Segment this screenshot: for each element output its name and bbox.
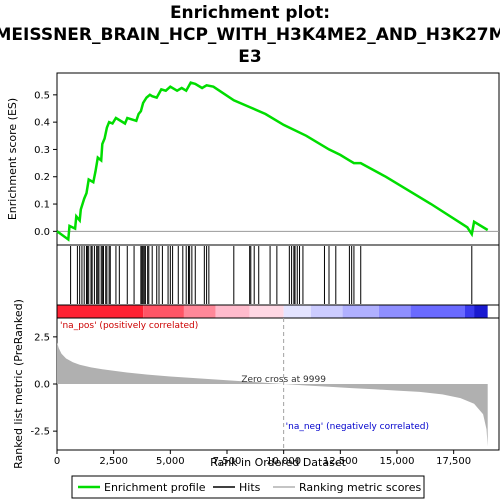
chart-title-line-3: E3 — [238, 47, 261, 67]
hit-lines — [70, 246, 473, 304]
x-axis-label: Rank in Ordered Dataset — [210, 456, 347, 469]
legend-hits: Hits — [239, 481, 261, 494]
heat-band — [283, 305, 311, 318]
legend-enrichment-profile: Enrichment profile — [104, 481, 206, 494]
es-tick-label: 0.3 — [34, 145, 50, 156]
enrichment-profile-line — [56, 81, 489, 242]
metric-tick-label: 2.5 — [34, 332, 50, 343]
metric-tick-label: -2.5 — [30, 427, 50, 438]
x-tick-label: 2,500 — [99, 456, 128, 467]
x-tick-label: 15,000 — [380, 456, 415, 467]
zero-cross-label: Zero cross at 9999 — [241, 375, 326, 385]
hits-panel — [56, 244, 500, 306]
chart-title-line-2: MEISSNER_BRAIN_HCP_WITH_H3K4ME2_AND_H3K2… — [0, 25, 500, 45]
legend: Enrichment profile Hits Ranking metric s… — [71, 475, 425, 499]
heat-band — [57, 305, 144, 318]
x-tick-label: 5,000 — [156, 456, 185, 467]
es-panel-frame — [56, 72, 500, 246]
heat-band — [342, 305, 379, 318]
es-tick-label: 0.0 — [34, 227, 50, 238]
es-y-ticks: 0.0 0.1 0.2 0.3 0.4 0.5 — [34, 90, 57, 238]
heat-band — [378, 305, 411, 318]
es-tick-label: 0.1 — [34, 200, 50, 211]
chart-title-line-1: Enrichment plot: — [170, 3, 330, 23]
heat-band — [310, 305, 343, 318]
heat-band — [215, 305, 250, 318]
x-tick-label: 12,500 — [323, 456, 358, 467]
negative-correlation-label: 'na_neg' (negatively correlated) — [286, 422, 429, 432]
x-axis-ticks: 0 2,500 5,000 7,500 10,000 12,500 15,000 17,500 — [54, 450, 471, 467]
es-y-axis-label: Enrichment score (ES) — [6, 98, 19, 220]
es-tick-label: 0.4 — [34, 118, 50, 129]
heat-band — [410, 305, 465, 318]
x-tick-label: 17,500 — [436, 456, 471, 467]
metric-tick-label: 0.0 — [34, 380, 50, 391]
x-tick-label: 10,000 — [266, 456, 301, 467]
hits-panel-frame — [56, 244, 500, 306]
x-tick-label: 0 — [54, 456, 60, 467]
heat-band — [249, 305, 284, 318]
legend-frame — [71, 475, 425, 499]
legend-ranking-metric: Ranking metric scores — [299, 481, 421, 494]
heat-band — [143, 305, 184, 318]
ranked-heat-bar — [56, 304, 500, 319]
es-tick-label: 0.5 — [34, 90, 50, 101]
metric-y-ticks: -2.5 0.0 2.5 — [30, 332, 57, 438]
heat-band — [474, 305, 488, 318]
metric-y-axis-label: Ranked list metric (PreRanked) — [12, 299, 25, 469]
positive-correlation-label: 'na_pos' (positively correlated) — [60, 321, 198, 331]
metric-panel: -2.5 0.0 2.5 Zero cross at 9999 'na_pos' (… — [30, 317, 500, 451]
es-panel: 0.0 0.1 0.2 0.3 0.4 0.5 — [34, 72, 500, 246]
heat-band — [465, 305, 475, 318]
heat-band — [183, 305, 216, 318]
x-tick-label: 7,500 — [213, 456, 242, 467]
es-tick-label: 0.2 — [34, 172, 50, 183]
